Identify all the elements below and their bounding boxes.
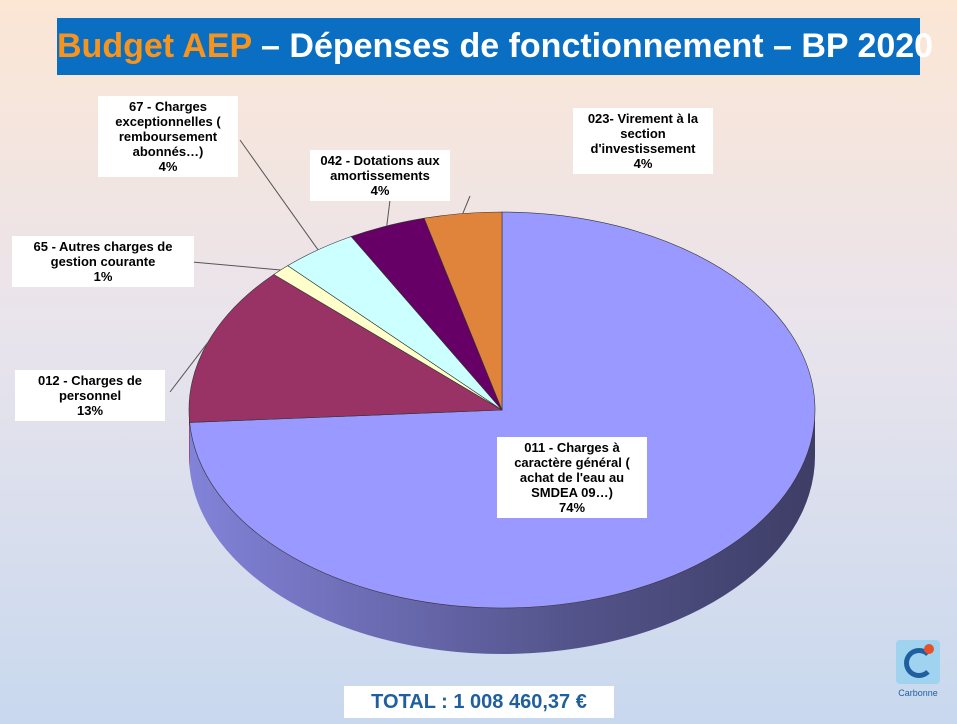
category-label: 023- Virement à la section d'investissem…: [587, 111, 699, 156]
category-label: 012 - Charges de personnel: [37, 373, 143, 403]
title-highlight: Budget AEP: [57, 27, 252, 65]
logo: Carbonne: [890, 640, 946, 704]
slice-label: 011 - Charges à caractère général ( acha…: [497, 437, 647, 518]
slice-label: 65 - Autres charges de gestion courante 1…: [12, 236, 194, 287]
slice-label: 012 - Charges de personnel 13%: [15, 370, 165, 421]
logo-text: Carbonne: [898, 688, 938, 698]
leader-line: [462, 195, 471, 214]
category-label: 67 - Charges exceptionnelles ( rembourse…: [115, 99, 221, 159]
slice-label: 67 - Charges exceptionnelles ( rembourse…: [98, 96, 238, 177]
title-bar: Budget AEP – Dépenses de fonctionnement …: [57, 18, 933, 75]
value-label: 1%: [93, 269, 113, 284]
category-label: 042 - Dotations aux amortissements: [320, 153, 440, 183]
value-label: 74%: [558, 500, 586, 515]
value-label: 4%: [633, 156, 653, 171]
slice-label: 042 - Dotations aux amortissements 4%: [310, 150, 450, 201]
leader-line: [239, 139, 319, 251]
value-label: 4%: [158, 159, 178, 174]
value-label: 4%: [370, 183, 390, 198]
category-label: 011 - Charges à caractère général ( acha…: [514, 440, 630, 500]
slice: [423, 211, 503, 411]
total: TOTAL : 1 008 460,37 €: [344, 686, 614, 718]
slice-label: 023- Virement à la section d'investissem…: [573, 108, 713, 174]
leader-line: [386, 199, 391, 226]
leader-line: [169, 342, 208, 393]
value-label: 13%: [76, 403, 104, 418]
chart-title: – Dépenses de fonctionnement – BP 2020: [261, 27, 934, 65]
side-shade: [189, 410, 815, 654]
category-label: 65 - Autres charges de gestion courante: [33, 239, 173, 269]
leader-line: [191, 261, 281, 271]
